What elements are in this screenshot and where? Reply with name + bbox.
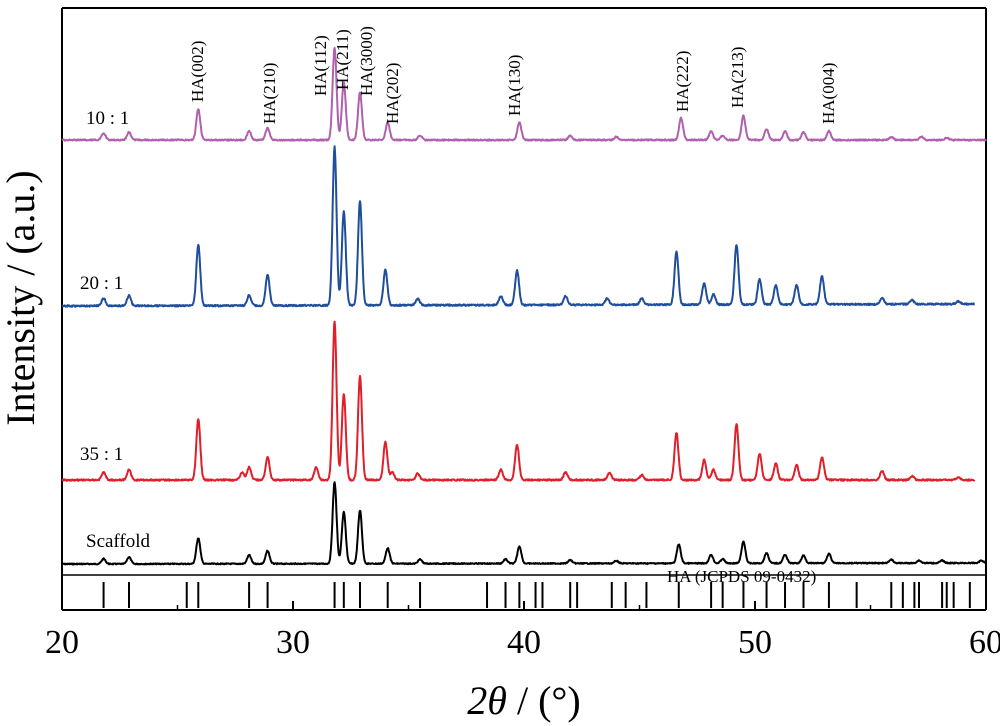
peak-label: HA(210) (260, 63, 279, 124)
series-label: Scaffold (86, 531, 151, 552)
y-axis-title: Intensity / (a.u.) (0, 170, 43, 426)
x-axis-title: 2θ / (°) (467, 678, 580, 723)
series-labels: Scaffold 35 : 1 20 : 1 10 : 1 (80, 108, 151, 552)
reference-sticks (102, 582, 971, 608)
series-line (61, 320, 976, 482)
series-label: 20 : 1 (80, 273, 123, 294)
peak-label: HA(112) (311, 35, 330, 96)
x-ticks: 20 30 40 50 60 (45, 601, 1000, 661)
peak-labels: HA(002) HA(210) HA(112) HA(211) HA(3000) HA(2… (188, 26, 838, 124)
series-line (61, 46, 987, 142)
peak-label: HA(002) (188, 41, 207, 102)
x-tick-label: 40 (507, 624, 541, 661)
series-label: 10 : 1 (86, 108, 129, 129)
series-line (61, 145, 975, 308)
x-axis-unit: / (°) (507, 678, 581, 723)
peak-label: HA(211) (333, 29, 352, 90)
x-tick-label: 50 (738, 624, 772, 661)
x-tick-label: 20 (45, 624, 79, 661)
series-layer (61, 46, 987, 566)
peak-label: HA(130) (505, 55, 524, 116)
plot-frame (61, 7, 987, 611)
peak-label: HA(222) (673, 51, 692, 112)
peak-label: HA(004) (819, 63, 838, 124)
peak-label: HA(3000) (357, 26, 376, 96)
x-tick-label: 60 (969, 624, 1000, 661)
x-tick-label: 30 (276, 624, 310, 661)
series-label: 35 : 1 (80, 444, 123, 465)
x-axis-variable: 2θ (467, 678, 507, 723)
peak-label: HA(213) (728, 47, 747, 108)
peak-label: HA(202) (383, 63, 402, 124)
series-line (61, 481, 987, 566)
reference-label: HA (JCPDS 09-0432) (667, 567, 816, 586)
